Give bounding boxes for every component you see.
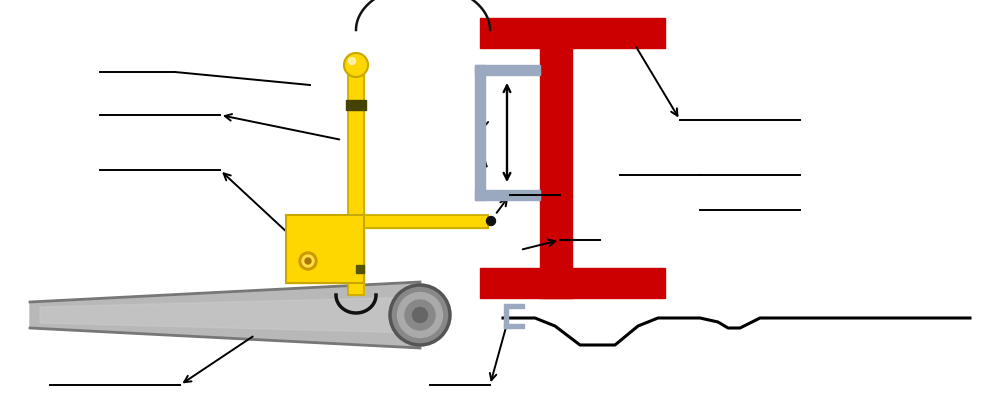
Bar [475, 65, 540, 75]
Bar [346, 100, 366, 110]
Circle shape [302, 255, 314, 267]
Bar [286, 215, 364, 283]
Bar [348, 215, 488, 228]
Polygon shape [40, 297, 420, 333]
Circle shape [398, 292, 443, 337]
Circle shape [486, 217, 496, 225]
Bar [475, 190, 540, 200]
Circle shape [390, 285, 450, 345]
Bar [348, 65, 364, 295]
Polygon shape [30, 282, 420, 348]
Bar [540, 48, 572, 298]
Circle shape [348, 57, 355, 65]
Bar [504, 304, 524, 308]
Bar [480, 18, 665, 48]
Bar [348, 65, 364, 295]
Bar [504, 308, 508, 328]
Circle shape [413, 307, 428, 322]
Bar [348, 215, 488, 228]
Circle shape [299, 252, 317, 270]
Bar [504, 324, 524, 328]
Bar [356, 265, 364, 273]
Bar [475, 65, 485, 200]
Circle shape [344, 53, 368, 77]
Circle shape [305, 258, 311, 264]
Bar [480, 268, 665, 298]
Bar [286, 215, 364, 283]
Circle shape [405, 300, 435, 330]
